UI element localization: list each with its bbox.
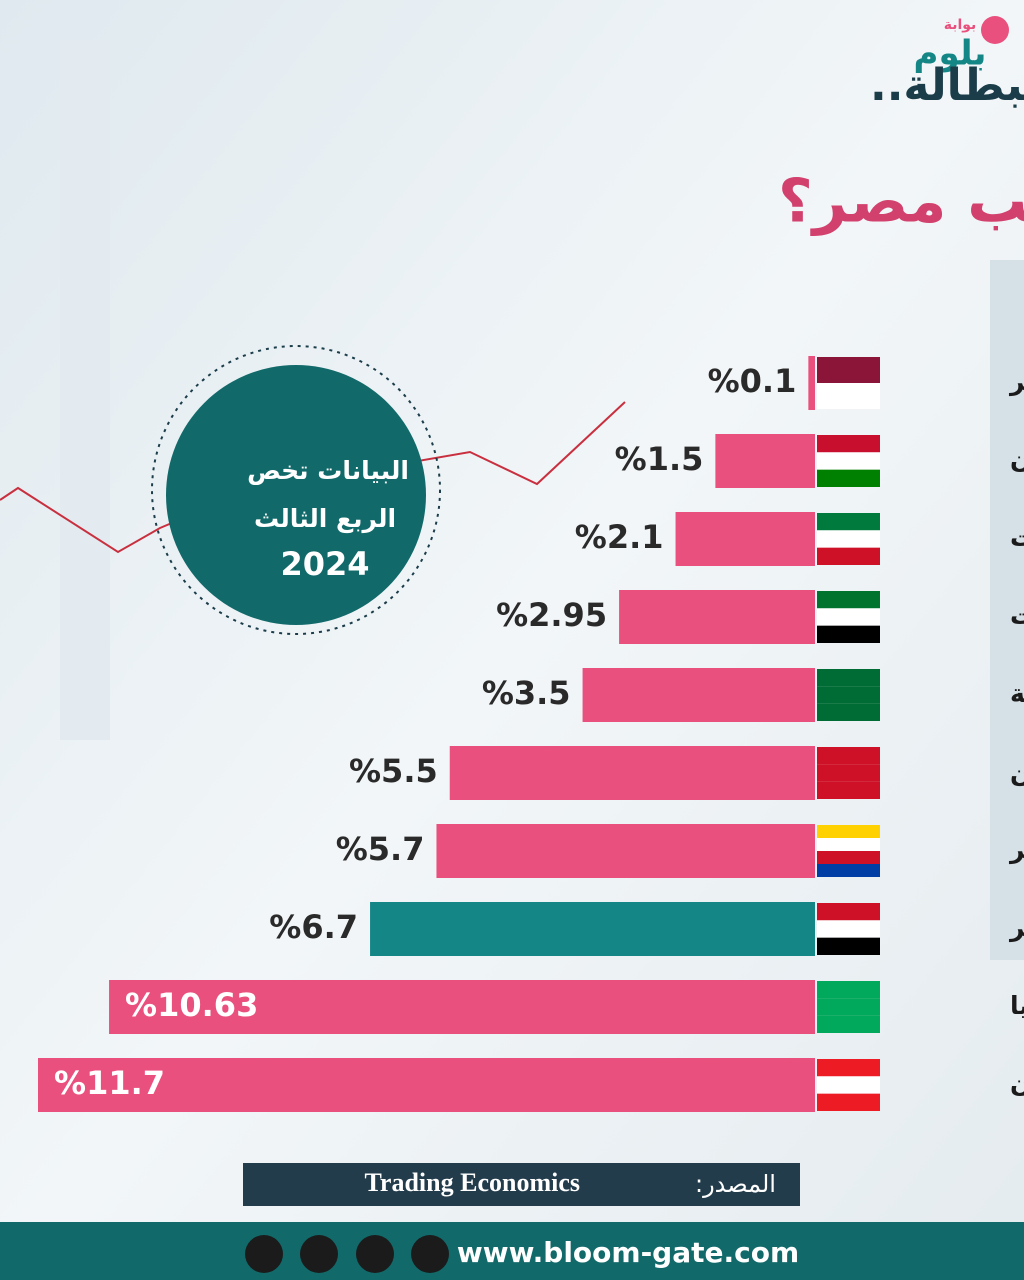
source-label: المصدر: [695, 1170, 776, 1198]
flag-part [817, 981, 880, 999]
category-label: البحرين [1010, 757, 1024, 787]
category-label: الكويت [1010, 523, 1024, 553]
flag-part [817, 469, 880, 487]
flag-part [817, 383, 880, 409]
value-label: %2.1 [575, 518, 664, 556]
flag-part [817, 1093, 880, 1111]
flag-part [817, 1059, 880, 1077]
value-label: %0.1 [708, 362, 797, 400]
chart-subtitle: أين يقع ترتيب مصر؟ [778, 162, 1024, 237]
flag-part [817, 669, 880, 687]
value-label: %6.7 [269, 908, 358, 946]
bar [370, 902, 815, 956]
flag-part [817, 851, 880, 864]
flag-part [817, 864, 880, 877]
flag-part [817, 703, 880, 721]
logo-mic [981, 16, 1009, 44]
flag-part [817, 591, 880, 609]
footer [0, 1222, 1024, 1280]
instagram-icon[interactable] [411, 1235, 449, 1273]
category-label: عمان [1010, 445, 1024, 474]
value-label: %5.7 [336, 830, 425, 868]
flag-part [817, 747, 880, 765]
value-label: %5.5 [349, 752, 438, 790]
social-icons [245, 1235, 449, 1273]
annotation: البيانات تخص [247, 456, 409, 485]
flag-part [817, 781, 880, 799]
youtube-icon[interactable] [356, 1235, 394, 1273]
flag-part [817, 764, 880, 782]
bars: قطر %0.1 عمان %1.5 الكويت %2.1 الإمارات %2.95 ال… [38, 356, 1024, 1112]
flag-part [817, 435, 880, 453]
flag-part [817, 513, 880, 531]
flag-part [817, 903, 880, 921]
bg-building [60, 40, 110, 740]
flag-part [817, 357, 880, 383]
flag-part [817, 608, 880, 626]
annotation: 2024 [280, 545, 369, 583]
logo: بوابة بلوم [914, 16, 1009, 74]
category-label: جزر القمر [1008, 835, 1024, 865]
annotation: الربع الثالث [254, 504, 396, 534]
bar [582, 668, 815, 722]
x-icon[interactable] [300, 1235, 338, 1273]
value-label: %10.63 [125, 986, 258, 1024]
bg-building [990, 260, 1024, 960]
bar [109, 980, 816, 1034]
logo-top: بوابة [944, 17, 977, 33]
category-label: لبنان [1010, 1069, 1024, 1098]
flag-part [817, 920, 880, 938]
value-label: %1.5 [615, 440, 704, 478]
flag-part [817, 937, 880, 955]
bar [619, 590, 815, 644]
flag-part [817, 1076, 880, 1094]
source-box [243, 1163, 800, 1206]
category-label: موريتانيا [1010, 991, 1024, 1021]
category-label: الإمارات [1010, 601, 1024, 630]
flag-part [817, 547, 880, 565]
logo-name: بلوم [914, 34, 987, 74]
website[interactable]: www.bloom-gate.com [457, 1236, 799, 1269]
value-label: %3.5 [482, 674, 571, 712]
flag-part [817, 530, 880, 548]
facebook-icon[interactable] [245, 1235, 283, 1273]
category-label: قطر [1008, 367, 1024, 397]
bar [675, 512, 815, 566]
flag-part [817, 838, 880, 851]
bar [38, 1058, 815, 1112]
category-label: السعودية [1010, 679, 1024, 709]
dotted-ring [151, 345, 441, 635]
annotation-circle [166, 365, 426, 625]
category-label: مصر [1008, 913, 1024, 943]
chart-title: أقل 10 دول عربية بمعدل البطالة.. [870, 56, 1024, 111]
value-label: %11.7 [54, 1064, 165, 1102]
flag-part [817, 1015, 880, 1033]
flag-part [817, 825, 880, 838]
bar [449, 746, 815, 800]
value-label: %2.95 [496, 596, 607, 634]
bar [808, 356, 815, 410]
flag-part [817, 686, 880, 704]
flag-part [817, 625, 880, 643]
flag-part [817, 998, 880, 1016]
source: Trading Economics [365, 1168, 580, 1197]
flag-part [817, 452, 880, 470]
bar [715, 434, 815, 488]
bar [436, 824, 815, 878]
